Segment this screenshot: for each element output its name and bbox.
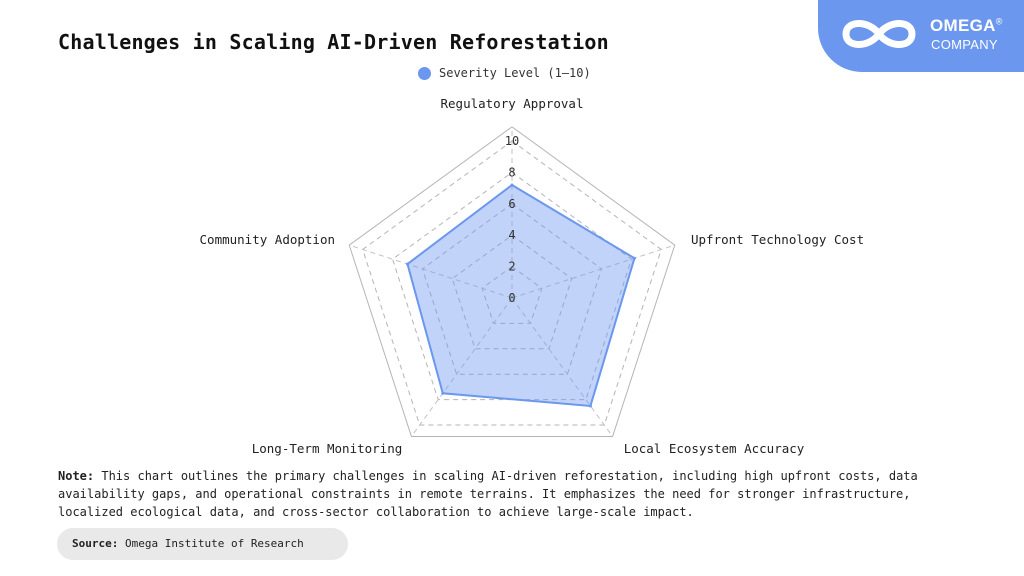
source-badge: Source: Omega Institute of Research bbox=[57, 528, 348, 560]
data-point bbox=[405, 262, 409, 266]
chart-title: Challenges in Scaling AI-Driven Reforest… bbox=[58, 30, 609, 54]
grid-ring bbox=[362, 140, 662, 426]
legend-label: Severity Level (1–10) bbox=[439, 66, 591, 80]
legend-swatch bbox=[418, 66, 431, 80]
data-point bbox=[441, 391, 445, 395]
radial-tick-label: 4 bbox=[508, 228, 515, 242]
series-area bbox=[406, 183, 636, 408]
radial-tick-label: 6 bbox=[508, 197, 515, 211]
grid-ring bbox=[451, 234, 573, 350]
category-label: Local Ecosystem Accuracy bbox=[624, 441, 805, 456]
grid-spoke bbox=[511, 297, 613, 437]
logo-subtitle: COMPANY bbox=[931, 37, 998, 52]
grid-ring bbox=[481, 265, 543, 324]
radial-tick-label: 0 bbox=[508, 291, 515, 305]
data-point bbox=[510, 183, 514, 187]
data-point bbox=[588, 404, 592, 408]
logo-name: OMEGA® bbox=[930, 16, 1003, 35]
chart-legend: Severity Level (1–10) bbox=[418, 66, 591, 80]
grid-ring bbox=[421, 203, 603, 375]
radial-tick-label: 2 bbox=[508, 260, 515, 274]
grid-spoke bbox=[511, 244, 675, 299]
note-text: This chart outlines the primary challeng… bbox=[58, 469, 918, 519]
radial-tick-label: 8 bbox=[508, 165, 515, 179]
brand-logo: OMEGA® COMPANY bbox=[818, 0, 1024, 72]
category-label: Upfront Technology Cost bbox=[691, 232, 864, 247]
category-label: Regulatory Approval bbox=[441, 96, 584, 111]
data-point bbox=[632, 256, 636, 260]
chart-note: Note: This chart outlines the primary ch… bbox=[58, 469, 918, 519]
category-label: Long-Term Monitoring bbox=[252, 441, 403, 456]
category-label: Community Adoption bbox=[200, 232, 335, 247]
grid-outer-frame bbox=[348, 126, 676, 437]
grid-spoke bbox=[411, 297, 513, 437]
radial-tick-label: 10 bbox=[505, 134, 519, 148]
source-text: Omega Institute of Research bbox=[124, 537, 304, 550]
grid-spoke bbox=[349, 244, 513, 299]
infinity-icon bbox=[842, 20, 916, 48]
